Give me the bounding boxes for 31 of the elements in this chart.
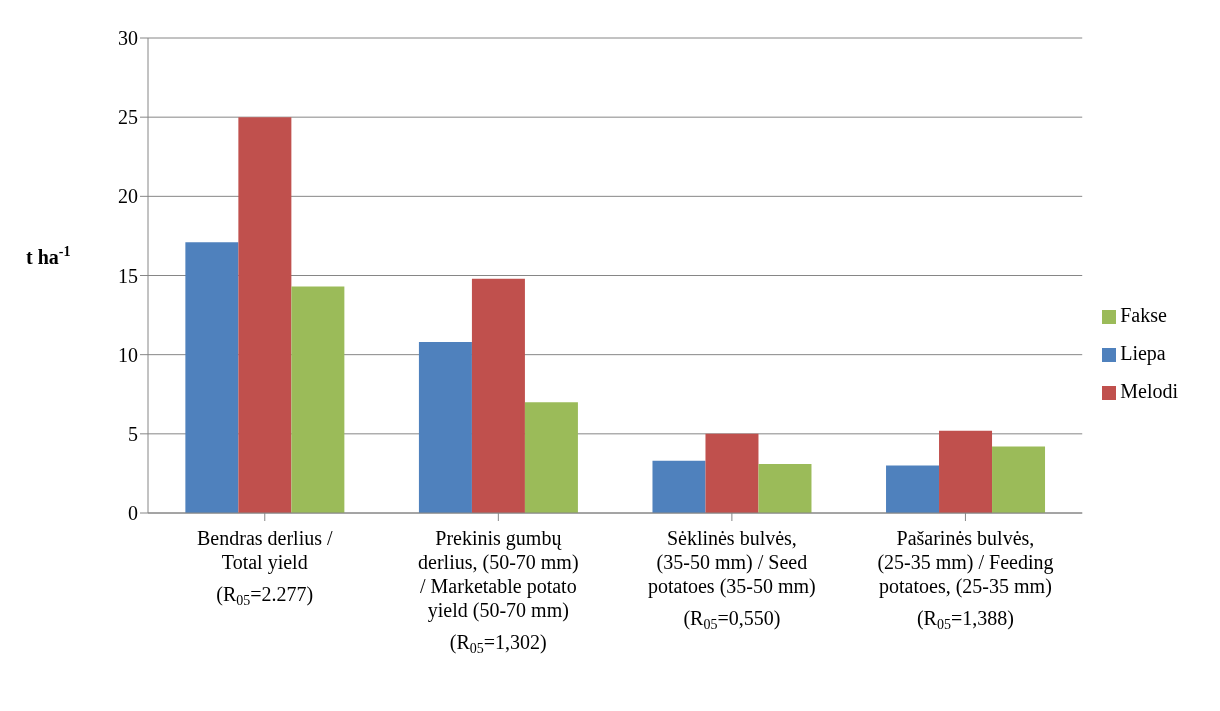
legend-label: Fakse bbox=[1120, 304, 1167, 326]
legend-label: Liepa bbox=[1120, 342, 1166, 364]
text: (R$_{05}$=2.277) bbox=[216, 583, 314, 608]
bar bbox=[992, 446, 1046, 513]
bar bbox=[758, 463, 812, 513]
y-tick-label: 30 bbox=[118, 27, 138, 50]
y-tick-label: 20 bbox=[118, 185, 138, 208]
text: (R$_{05}$=0,550) bbox=[683, 607, 781, 632]
legend-label: Melodi bbox=[1120, 380, 1178, 402]
x-tick-label: Bendras derlius / Total yield bbox=[197, 527, 333, 574]
bar bbox=[471, 278, 525, 513]
x-tick-label: Pašarinės bulvės, (25-35 mm) / Feeding potatoes, (25-35 mm) bbox=[877, 527, 1054, 598]
y-tick-label: 0 bbox=[128, 502, 138, 525]
text: (R$_{05}$=1,302) bbox=[449, 631, 547, 656]
bar bbox=[652, 460, 706, 513]
y-tick-label: 25 bbox=[118, 106, 138, 129]
y-tick-label: 10 bbox=[118, 343, 138, 366]
bar bbox=[524, 402, 578, 513]
x-tick-label: Prekinis gumbų derlius, (50-70 mm) / Marketable potato yield (50-70 mm) bbox=[418, 527, 579, 622]
text: (R$_{05}$=1,388) bbox=[916, 607, 1014, 632]
bar bbox=[705, 433, 759, 513]
x-tick-label: Sėklinės bulvės, (35-50 mm) / Seed potatoes (35-50 mm) bbox=[648, 527, 816, 598]
bar bbox=[238, 117, 292, 513]
y-tick-label: 15 bbox=[118, 264, 138, 287]
y-tick-label: 5 bbox=[128, 422, 138, 445]
bar bbox=[418, 342, 472, 513]
bar bbox=[291, 286, 345, 513]
bar bbox=[185, 242, 239, 513]
bar bbox=[886, 465, 940, 513]
bar bbox=[939, 430, 993, 513]
y-axis-title: t ha$^{-1}$ bbox=[26, 243, 71, 268]
